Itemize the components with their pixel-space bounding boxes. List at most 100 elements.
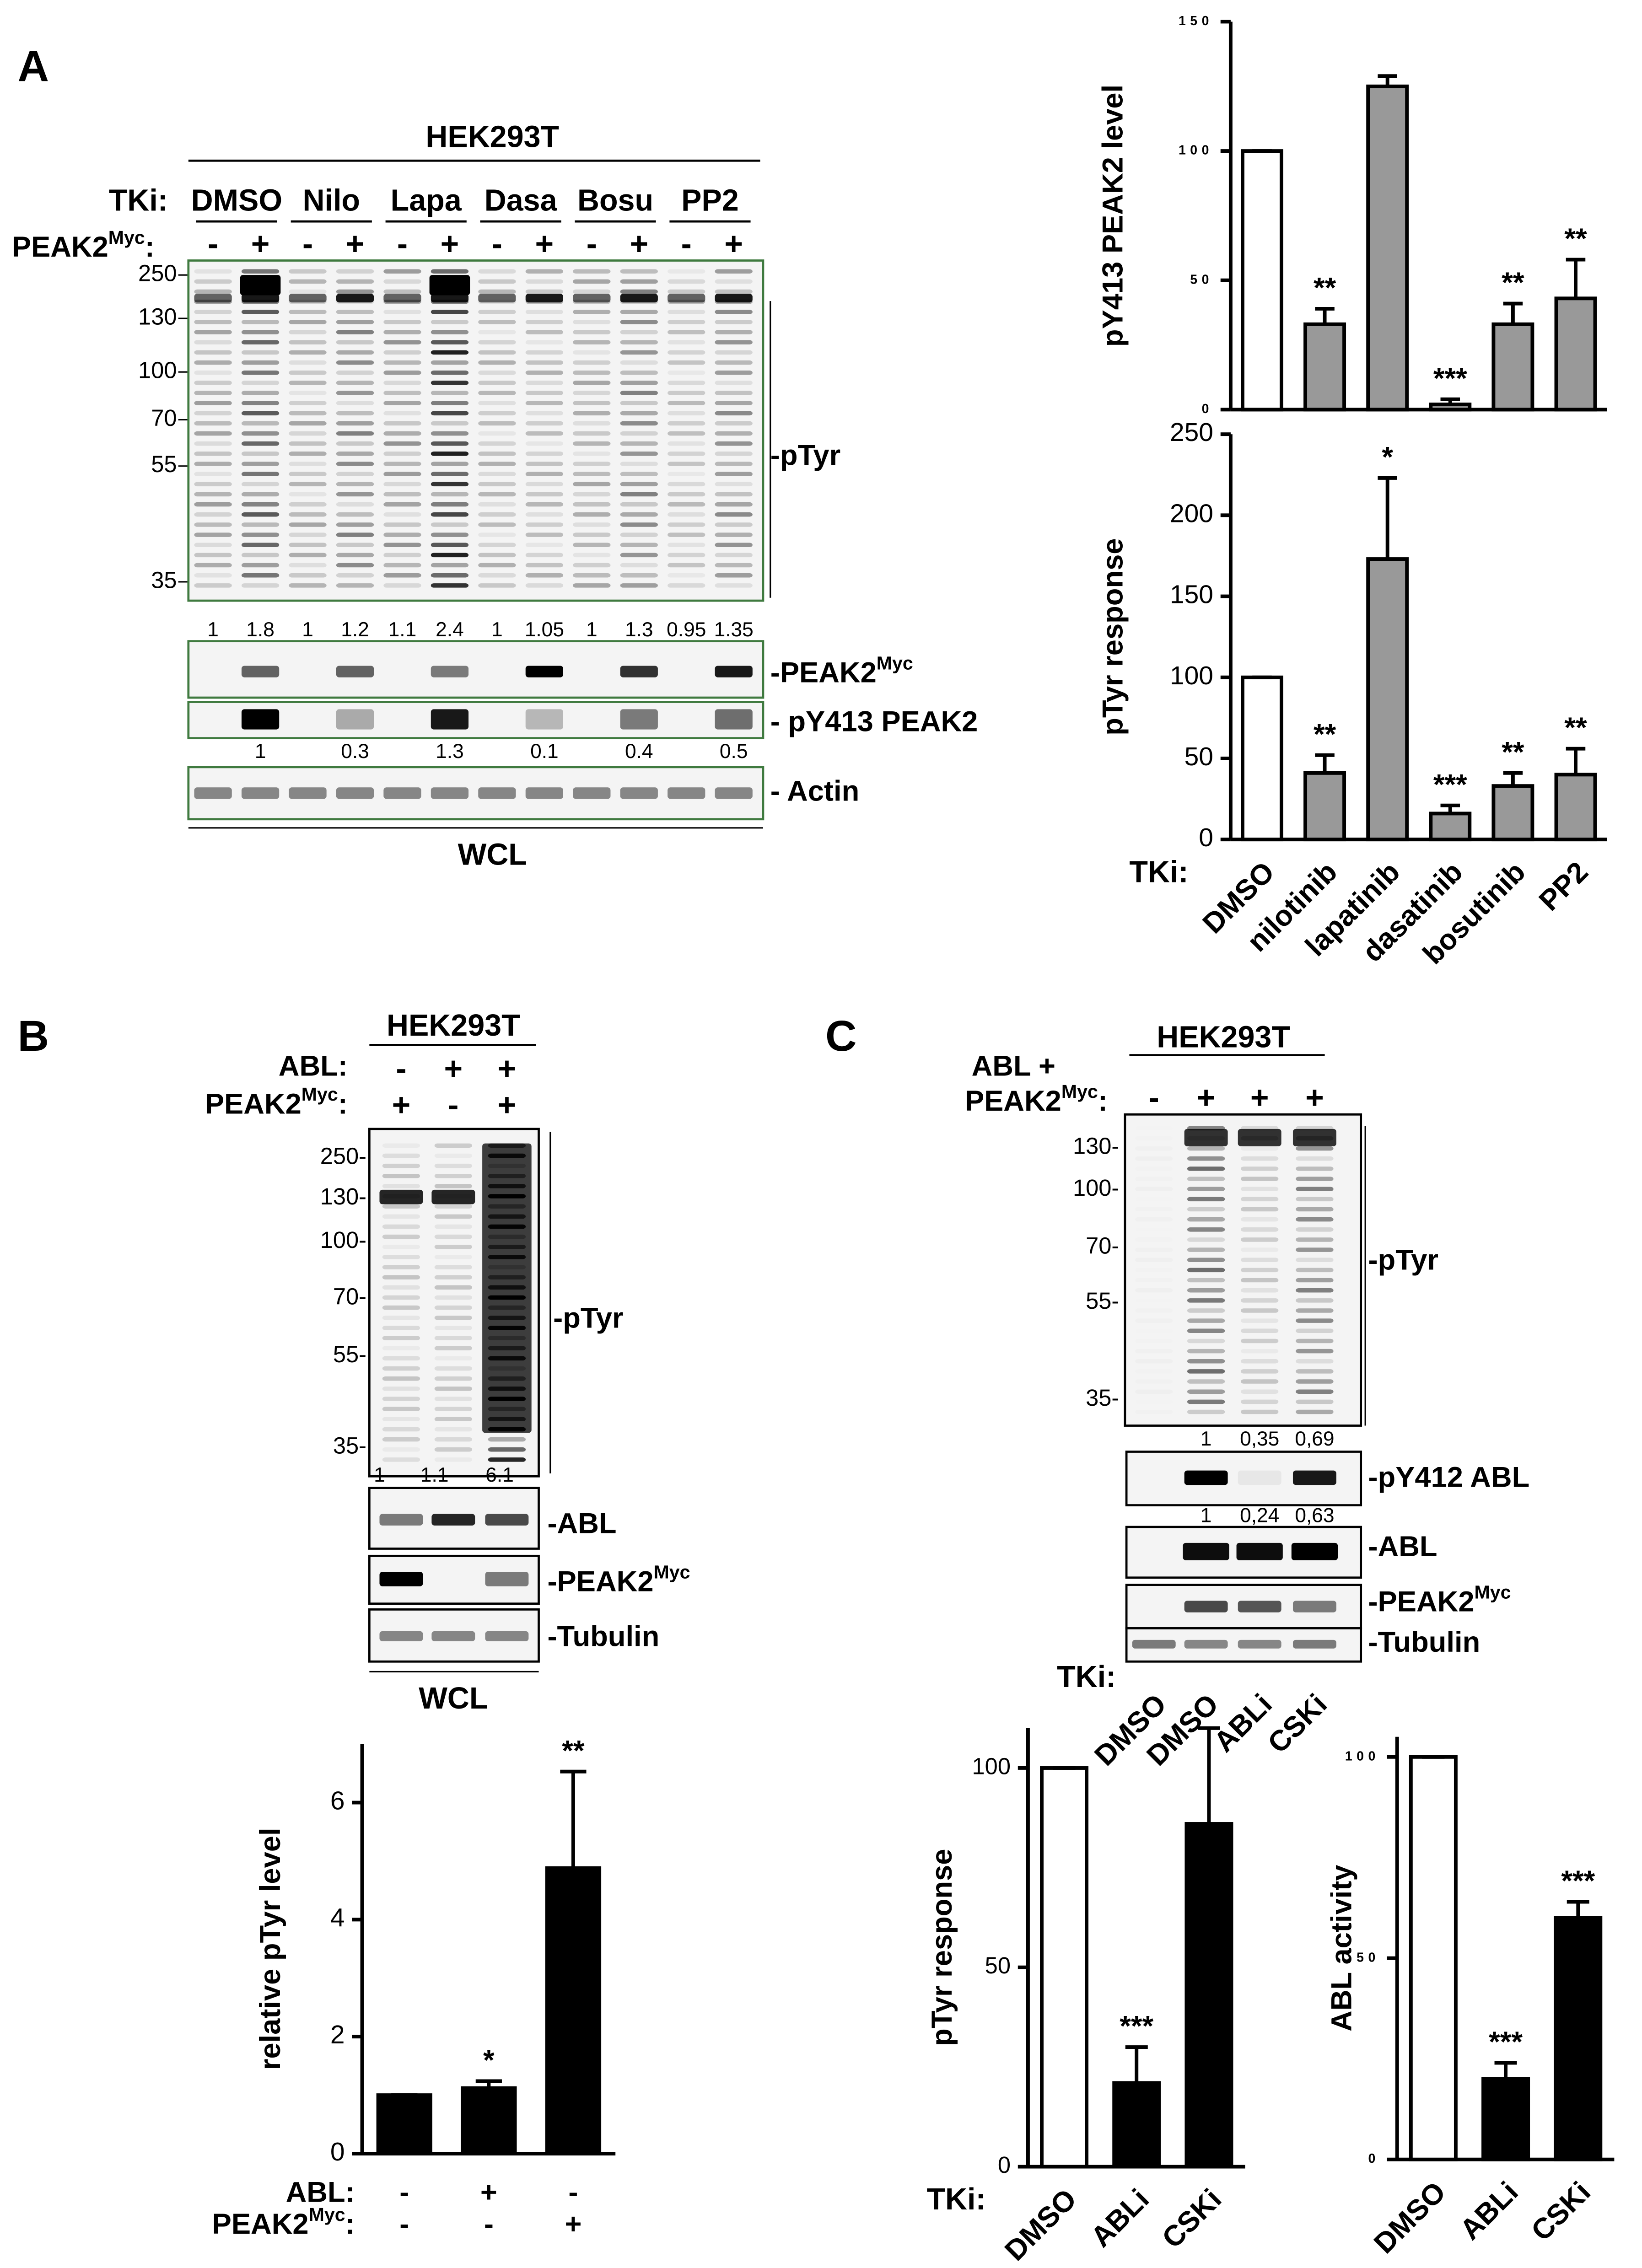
- blot-band: [434, 1447, 472, 1452]
- blot-band: [668, 451, 705, 456]
- blot-band: [289, 532, 327, 537]
- condition-label: ABL:: [286, 2176, 355, 2208]
- blot-band: [194, 492, 232, 497]
- blot-band: [1291, 1542, 1338, 1560]
- blot-band: [715, 289, 753, 294]
- blot-band: [620, 360, 658, 365]
- quant: 0.5: [720, 740, 748, 763]
- blot-band: [525, 411, 563, 416]
- treatment-label: Dasa: [485, 184, 558, 218]
- blot-band: [383, 573, 421, 578]
- blot-band: [336, 543, 374, 547]
- blot-band: [382, 1255, 420, 1259]
- blot-band: [241, 666, 280, 677]
- blot-band: [573, 573, 611, 578]
- blot-band: [620, 492, 658, 497]
- blot-band: [715, 330, 753, 334]
- blot-band: [434, 1336, 472, 1340]
- error-bar: [1378, 74, 1397, 86]
- blot-band: [431, 401, 469, 405]
- blot-band: [715, 294, 753, 303]
- blot-band: [336, 573, 374, 578]
- lane-sign: +: [444, 1051, 463, 1086]
- blot-band: [379, 1631, 423, 1641]
- blot-band: [1238, 1639, 1281, 1649]
- blot-band: [336, 391, 374, 395]
- y-tick-label: 100: [1179, 143, 1213, 158]
- blot-band: [336, 462, 374, 466]
- blot-band: [431, 492, 469, 497]
- y-tick-label: 2: [330, 2020, 345, 2049]
- blot-band: [241, 370, 280, 375]
- quant: 1: [491, 618, 503, 641]
- blot-band: [383, 289, 421, 294]
- mw-marker: 250: [138, 260, 177, 286]
- blot-band: [431, 512, 469, 517]
- blot-band: [194, 360, 232, 365]
- blot-band: [289, 522, 327, 527]
- blot-band: [620, 512, 658, 517]
- blot-band: [573, 502, 611, 507]
- blot-band: [1241, 1409, 1279, 1414]
- blot-band: [383, 482, 421, 487]
- blot-band: [1187, 1359, 1225, 1364]
- error-bar: [1494, 2061, 1517, 2079]
- treatment-label: PP2: [681, 184, 739, 218]
- bar: [376, 2093, 432, 2155]
- blot-band: [382, 1285, 420, 1290]
- blot-band: [382, 1326, 420, 1330]
- quant: 1: [586, 618, 598, 641]
- label-superscript: Myc: [877, 652, 913, 673]
- blot-band: [382, 1224, 420, 1229]
- blot-band: [383, 340, 421, 345]
- blot-band: [289, 462, 327, 466]
- blot-band: [336, 522, 374, 527]
- blot-band: [620, 289, 658, 294]
- blot-band: [241, 330, 280, 334]
- blot-band: [715, 350, 753, 355]
- mw-marker: 55-: [1086, 1288, 1119, 1314]
- bar: [1491, 784, 1534, 842]
- blot-band: [383, 472, 421, 476]
- blot-band: [336, 310, 374, 314]
- blot-band: [241, 360, 280, 365]
- blot-band: [383, 532, 421, 537]
- blot-band: [434, 1245, 472, 1249]
- blot-band: [241, 553, 280, 558]
- x-tick-label: DMSO: [1368, 2176, 1452, 2260]
- y-tick-label: 150: [1179, 14, 1213, 28]
- significance: **: [1502, 736, 1524, 768]
- blot-band: [620, 787, 658, 799]
- blot-band: [431, 370, 469, 375]
- blot-band: [434, 1356, 472, 1361]
- blot-band: [1241, 1187, 1279, 1191]
- blot-band: [478, 462, 516, 466]
- blot-band: [1296, 1379, 1334, 1384]
- blot-band: [382, 1275, 420, 1279]
- blot-band: [478, 492, 516, 497]
- blot-band: [1292, 1601, 1336, 1612]
- blot-band: [194, 583, 232, 588]
- blot-band: [382, 1204, 420, 1209]
- blot-band: [1296, 1409, 1334, 1414]
- quant: 1: [255, 740, 266, 763]
- treatment-label: Bosu: [577, 184, 653, 218]
- blot-band: [715, 787, 753, 799]
- blot-band: [1183, 1542, 1229, 1560]
- mw-marker: 35-: [333, 1432, 366, 1458]
- blot-band: [668, 294, 705, 303]
- blot-band: [194, 462, 232, 466]
- blot-band: [620, 294, 658, 303]
- blot-band: [668, 573, 705, 578]
- blot-band: [379, 1189, 423, 1204]
- blot-band: [715, 370, 753, 375]
- blot-frame: [187, 259, 764, 602]
- label: HEK293T: [387, 1009, 520, 1043]
- x-axis-label: TKi:: [926, 2182, 985, 2216]
- quant: 0.1: [530, 740, 559, 763]
- label-suffix: :: [345, 2208, 355, 2240]
- blot-band: [431, 709, 469, 730]
- blot-band: [434, 1255, 472, 1259]
- y-tick-label: 100: [972, 1753, 1011, 1779]
- condition-sign: -: [399, 2176, 409, 2208]
